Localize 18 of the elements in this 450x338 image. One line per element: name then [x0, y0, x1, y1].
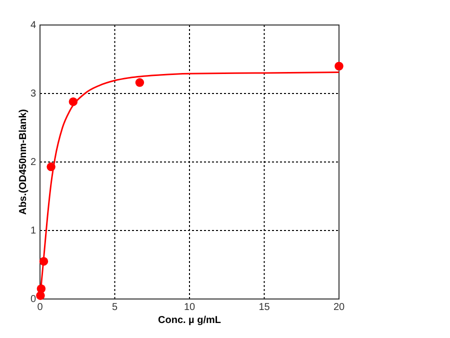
point: [39, 256, 48, 266]
point: [36, 284, 46, 294]
x-tick-label: 15: [258, 302, 270, 314]
x-tick-label: 0: [37, 302, 44, 314]
y-tick-label: 4: [30, 20, 36, 32]
point: [135, 78, 144, 87]
x-axis-title: Conc. µ g/mL: [158, 315, 221, 326]
y-tick-label: 1: [30, 226, 36, 237]
point: [334, 62, 344, 70]
y-axis-title: Abs.(OD450nm-Blank): [18, 109, 29, 215]
x-tick-label: 10: [184, 302, 196, 314]
x-tick-label: 5: [112, 302, 118, 314]
y-tick-label: 0: [30, 294, 36, 306]
y-tick-label: 3: [30, 88, 36, 100]
x-tick-label: 20: [333, 302, 345, 314]
y-tick-label: 2: [30, 157, 36, 168]
point: [68, 97, 78, 106]
point: [46, 162, 56, 172]
